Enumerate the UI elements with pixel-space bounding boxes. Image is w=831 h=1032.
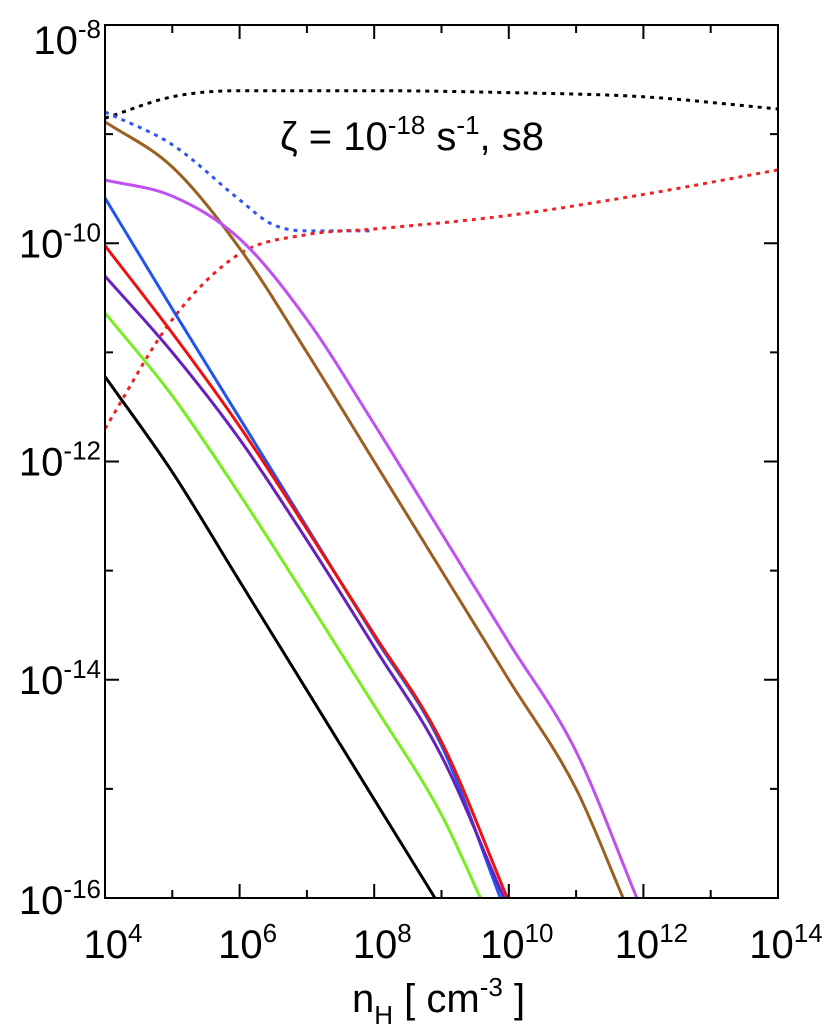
series-line-2-dotted	[105, 168, 778, 430]
y-tick-label: 10-12	[19, 436, 101, 485]
series-line-4	[105, 178, 639, 898]
y-tick-label: 10-10	[19, 217, 101, 266]
y-tick-label: 10-16	[19, 874, 101, 923]
ticks	[104, 24, 779, 899]
y-tick-label: 10-8	[33, 14, 101, 63]
annotation: ζ = 10-18 s-1, s8	[280, 110, 544, 159]
series-line-9	[105, 375, 437, 898]
series-line-5	[105, 197, 502, 898]
x-tick-label: 106	[218, 918, 277, 967]
series-line-0-dotted	[105, 89, 778, 120]
x-axis-title: nH [ cm-3 ]	[352, 972, 525, 1030]
x-tick-label: 1012	[615, 918, 688, 967]
series-lines	[105, 89, 778, 898]
x-tick-label: 108	[353, 918, 412, 967]
series-line-3	[105, 120, 625, 898]
x-tick-label: 1010	[480, 918, 553, 967]
series-line-8	[105, 311, 482, 898]
x-tick-label: 1014	[749, 918, 822, 967]
x-tick-label: 104	[84, 918, 143, 967]
series-line-1-dotted	[105, 110, 375, 233]
series-line-6	[105, 244, 509, 898]
tick-labels: 104 106 108 1010 1012 1014 10-8 10-10 10-12 10-14…	[19, 14, 823, 967]
series-line-7	[105, 275, 506, 898]
y-tick-label: 10-14	[19, 654, 101, 703]
